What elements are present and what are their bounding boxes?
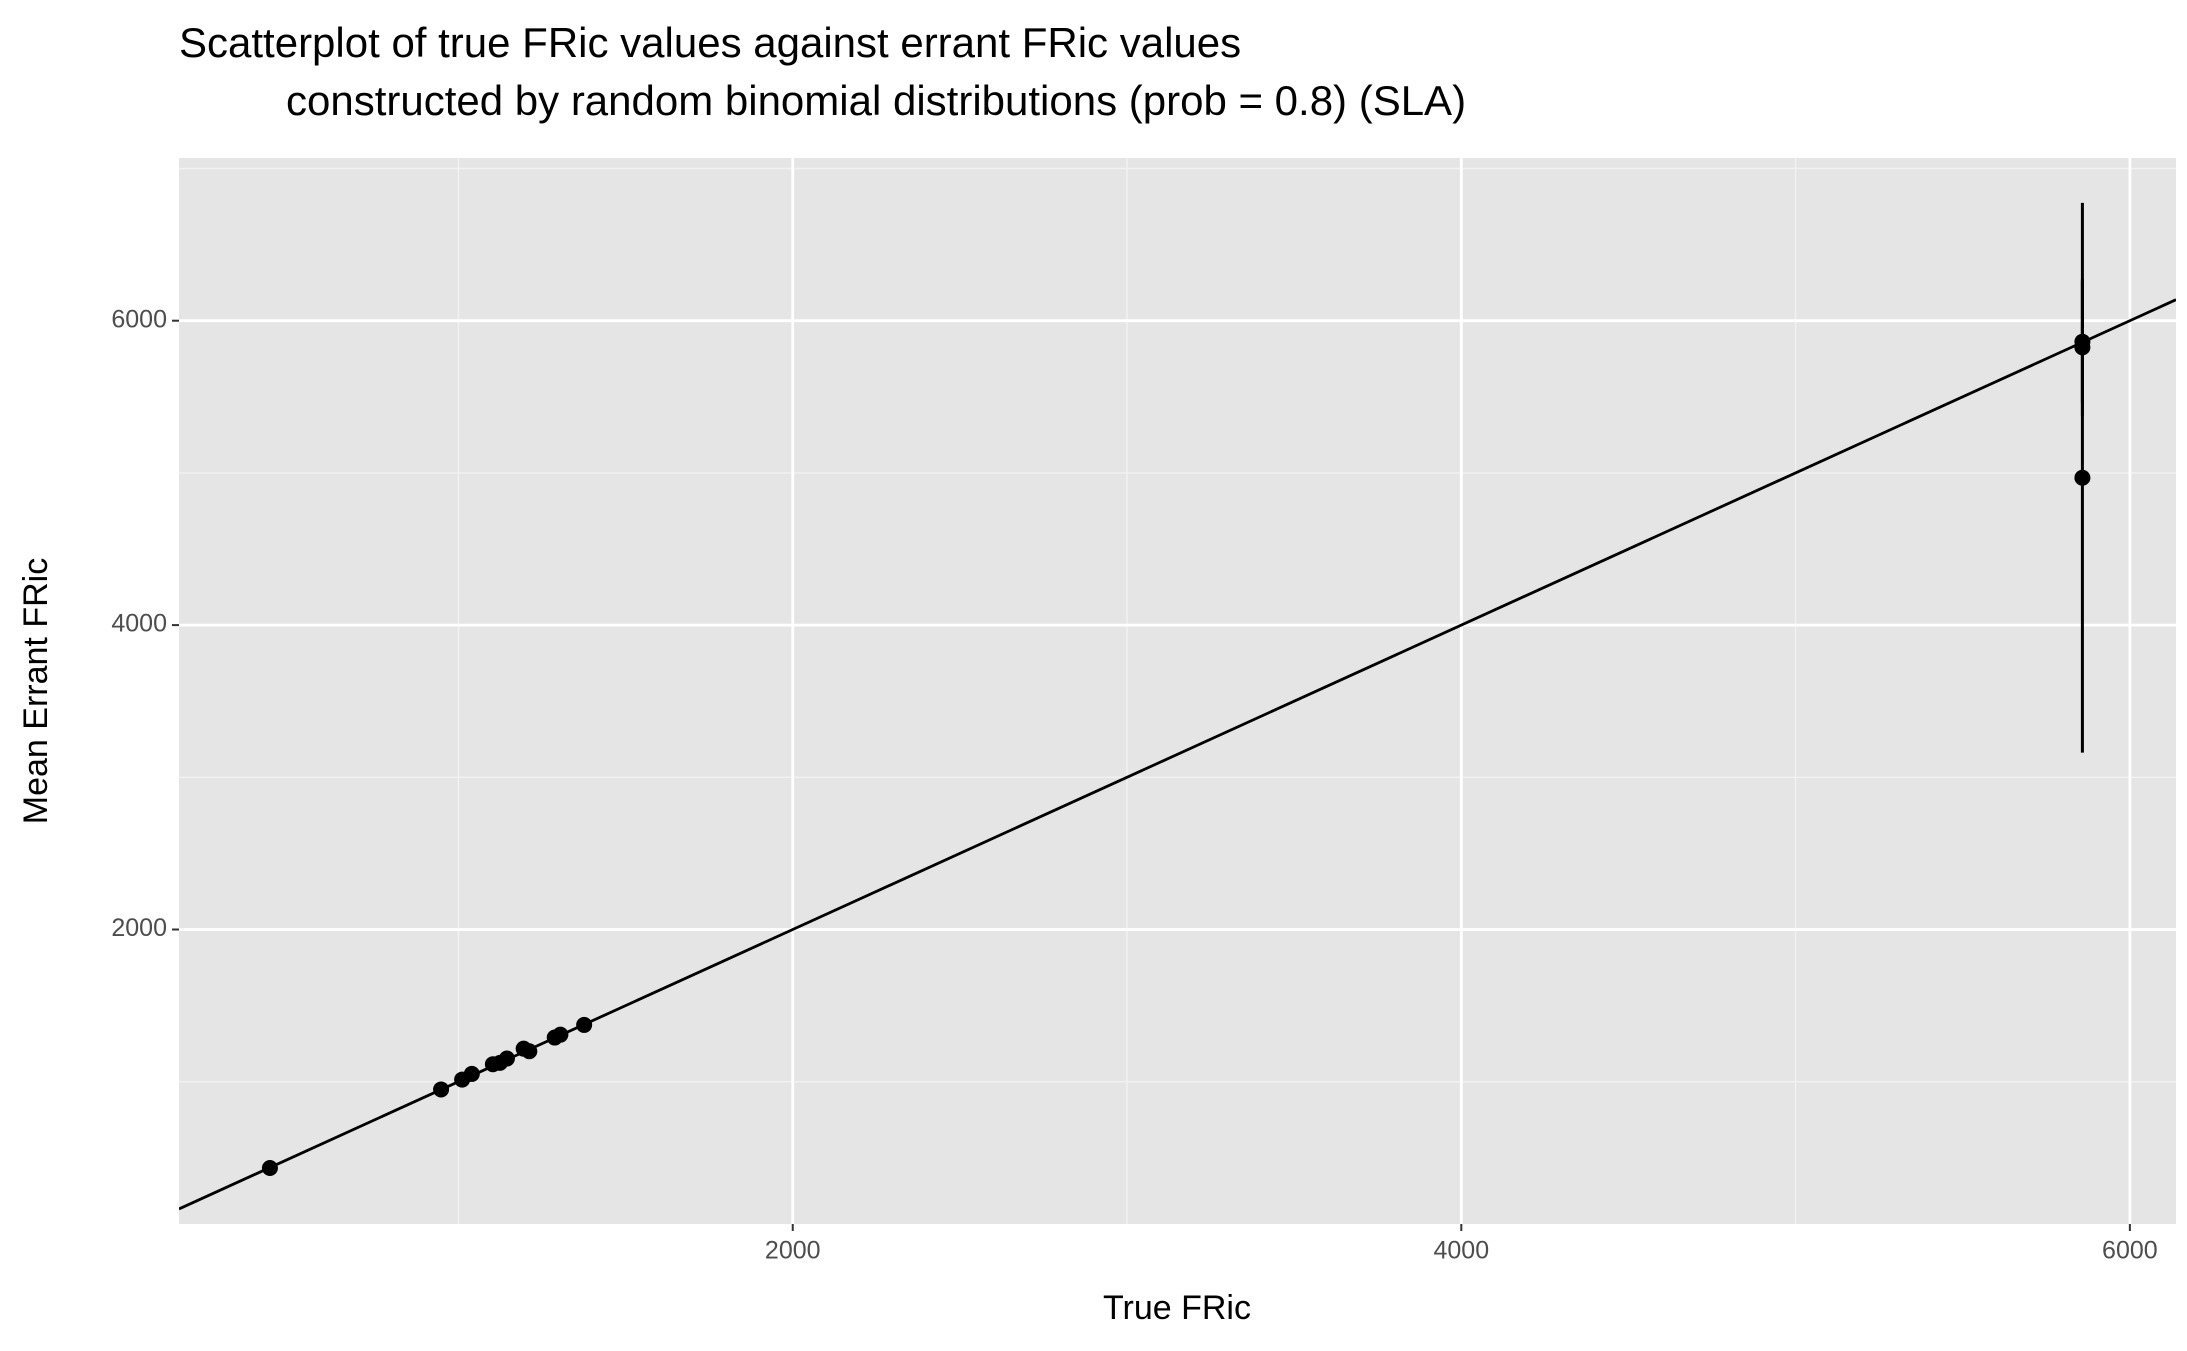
point xyxy=(433,1081,450,1098)
x-tick-label: 2000 xyxy=(765,1237,821,1265)
x-tick-label: 6000 xyxy=(2102,1237,2158,1265)
point xyxy=(261,1159,278,1176)
marks xyxy=(179,202,2176,1211)
point xyxy=(498,1050,515,1067)
y-axis-title: Mean Errant FRic xyxy=(17,558,55,824)
chart-title: Scatterplot of true FRic values against … xyxy=(179,19,1241,66)
point xyxy=(576,1016,593,1033)
x-axis-title: True FRic xyxy=(1103,1289,1251,1327)
grid xyxy=(179,158,2176,1224)
panel xyxy=(179,158,2176,1224)
point xyxy=(552,1026,569,1043)
chart-subtitle: constructed by random binomial distribut… xyxy=(286,77,1466,124)
y-tick-label: 4000 xyxy=(111,610,167,638)
point xyxy=(521,1043,538,1060)
point xyxy=(2074,469,2091,486)
y-tick-label: 6000 xyxy=(111,305,167,333)
x-tick-label: 4000 xyxy=(1433,1237,1489,1265)
y-tick-label: 2000 xyxy=(111,914,167,942)
point xyxy=(463,1065,480,1082)
